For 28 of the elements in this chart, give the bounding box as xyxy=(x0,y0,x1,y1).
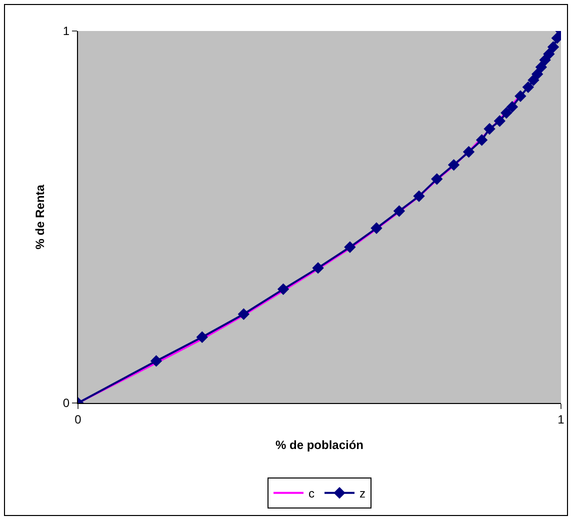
point xyxy=(547,41,560,53)
point xyxy=(462,146,475,158)
legend-label: c xyxy=(308,486,314,501)
y-axis-title: % de Renta xyxy=(33,184,47,250)
legend-label: z xyxy=(360,486,366,501)
point xyxy=(476,134,488,146)
point xyxy=(543,48,555,60)
x-axis-title: % de población xyxy=(275,438,364,452)
point xyxy=(431,173,443,185)
line-series xyxy=(78,31,561,403)
point xyxy=(506,101,518,113)
point xyxy=(344,241,356,253)
point xyxy=(238,308,250,320)
point xyxy=(500,106,512,119)
point xyxy=(413,190,425,202)
point xyxy=(150,355,162,367)
point xyxy=(448,159,460,171)
point xyxy=(494,115,506,127)
point xyxy=(484,122,496,135)
point xyxy=(531,68,544,80)
point xyxy=(393,205,406,217)
point xyxy=(277,283,290,296)
point xyxy=(535,61,548,73)
point xyxy=(196,331,208,344)
point xyxy=(514,90,526,102)
point xyxy=(370,222,382,234)
point xyxy=(522,81,534,94)
point xyxy=(312,262,324,274)
